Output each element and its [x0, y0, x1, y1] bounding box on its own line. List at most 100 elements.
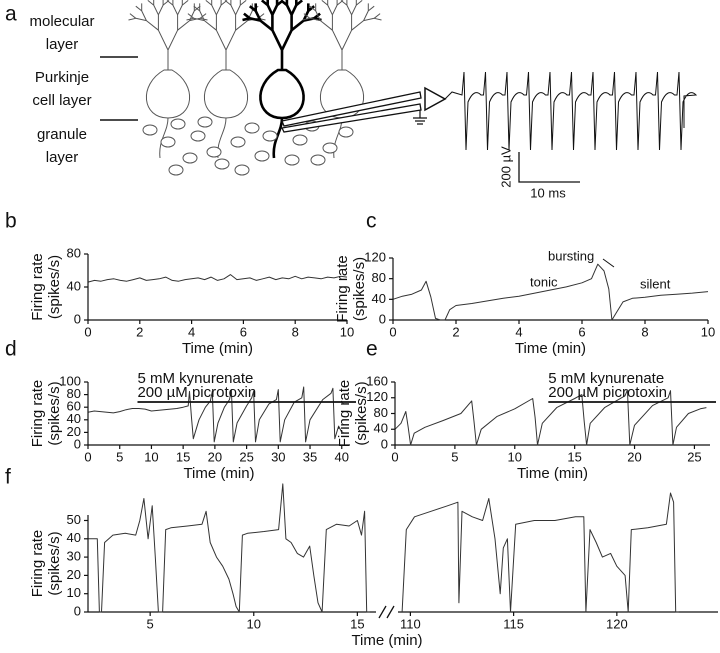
electrode	[281, 91, 422, 127]
granule-cell	[292, 134, 308, 146]
layer-label: cell layer	[32, 92, 91, 109]
scale-label: 10 ms	[530, 185, 566, 200]
panel-letter: d	[5, 338, 17, 361]
y-axis-label: (spikes/s)	[46, 255, 63, 319]
dendrite	[302, 0, 382, 72]
granule-cell	[206, 146, 222, 158]
granule-cell	[322, 142, 338, 154]
y-axis-label: (spikes/s)	[353, 381, 370, 445]
granule-cell	[214, 158, 230, 170]
y-axis-label: Firing rate	[336, 380, 353, 448]
layer-label: Purkinje	[35, 69, 89, 86]
x-axis-label: Time (min)	[182, 340, 253, 357]
y-tick-label: 30	[67, 549, 81, 564]
granule-cell	[284, 154, 300, 166]
trace	[88, 483, 370, 613]
scale-label: 200 µV	[498, 146, 513, 188]
x-tick-label: 120	[606, 616, 628, 631]
y-tick-label: 0	[74, 311, 81, 326]
x-tick-label: 4	[188, 324, 195, 339]
trace	[401, 492, 679, 613]
x-tick-label: 15	[567, 449, 581, 464]
x-tick-label: 15	[350, 616, 364, 631]
x-tick-label: 5	[451, 449, 458, 464]
granule-cell	[182, 152, 198, 164]
panel-letter: e	[366, 338, 378, 361]
panel-letter: f	[5, 466, 11, 489]
y-tick-label: 80	[67, 245, 81, 260]
layer-label: granule	[37, 126, 87, 143]
x-tick-label: 0	[84, 324, 91, 339]
x-tick-label: 0	[84, 449, 91, 464]
treatment-label: 5 mM kynurenate	[548, 370, 664, 387]
x-tick-label: 8	[292, 324, 299, 339]
granule-cell	[338, 126, 354, 138]
amplifier	[424, 86, 447, 112]
granule-cell	[262, 130, 278, 142]
panel-letter: b	[5, 210, 17, 233]
x-tick-label: 0	[391, 449, 398, 464]
x-tick-label: 6	[240, 324, 247, 339]
x-tick-label: 5	[116, 449, 123, 464]
x-tick-label: 20	[208, 449, 222, 464]
x-tick-label: 8	[641, 324, 648, 339]
panel-letter: a	[5, 3, 17, 26]
y-tick-label: 40	[374, 421, 388, 436]
y-axis-label: (spikes/s)	[46, 381, 63, 445]
x-tick-label: 110	[400, 616, 421, 631]
y-tick-label: 20	[67, 424, 81, 439]
y-tick-label: 50	[67, 512, 81, 527]
x-axis-label: Time (min)	[517, 465, 588, 482]
annotation: silent	[640, 276, 671, 291]
granule-cell	[160, 136, 176, 148]
dendrite	[242, 0, 322, 72]
granule-cell	[234, 164, 250, 176]
y-tick-label: 0	[74, 603, 81, 618]
cell-drawing	[128, 0, 382, 176]
y-axis-label: Firing rate	[29, 530, 46, 598]
y-axis-label: Firing rate	[29, 253, 46, 321]
trace	[394, 389, 707, 446]
x-axis-label: Time (min)	[515, 340, 586, 357]
x-tick-label: 10	[701, 324, 715, 339]
granule-cell	[142, 124, 158, 136]
y-tick-label: 80	[67, 386, 81, 401]
scale-bar	[518, 152, 580, 183]
granule-cell	[230, 136, 246, 148]
axis-break	[378, 605, 395, 619]
y-tick-label: 20	[67, 567, 81, 582]
y-tick-label: 120	[366, 389, 388, 404]
layer-label: layer	[46, 36, 79, 53]
trace	[392, 263, 709, 321]
soma	[204, 69, 248, 119]
trace	[87, 386, 343, 443]
granule-cell	[197, 116, 213, 128]
x-tick-label: 10	[144, 449, 158, 464]
x-tick-label: 5	[147, 616, 154, 631]
y-tick-label: 80	[372, 270, 386, 285]
granule-cell	[190, 130, 206, 142]
y-tick-label: 80	[374, 405, 388, 420]
annotation: tonic	[530, 274, 558, 289]
x-tick-label: 4	[515, 324, 522, 339]
x-tick-label: 15	[176, 449, 190, 464]
x-tick-label: 25	[687, 449, 701, 464]
y-axis-label: (spikes/s)	[351, 257, 368, 321]
y-tick-label: 100	[59, 373, 81, 388]
y-tick-label: 0	[379, 311, 386, 326]
y-tick-label: 60	[67, 399, 81, 414]
y-tick-label: 40	[67, 530, 81, 545]
annotation-leader	[602, 258, 615, 268]
axon	[159, 117, 169, 159]
x-axis-label: Time (min)	[183, 465, 254, 482]
x-tick-label: 10	[508, 449, 522, 464]
x-tick-label: 35	[303, 449, 317, 464]
layer-label: layer	[46, 149, 79, 166]
layer-label: molecular	[29, 13, 94, 30]
y-axis-label: (spikes/s)	[46, 531, 63, 595]
y-axis-label: Firing rate	[334, 255, 351, 323]
x-tick-label: 0	[389, 324, 396, 339]
electrode	[281, 103, 422, 133]
treatment-label: 5 mM kynurenate	[137, 370, 253, 387]
